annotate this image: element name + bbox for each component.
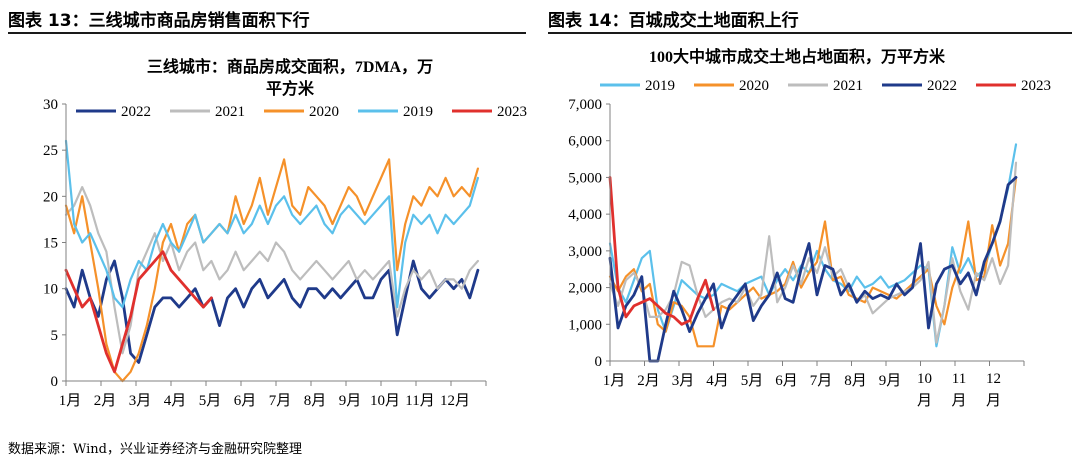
right-legend-label-2023: 2023 <box>1021 78 1051 94</box>
right-series-line-2022 <box>608 175 1018 363</box>
right-y-tick-label: 3,000 <box>568 244 602 260</box>
left-chart-title-line-2: 平方米 <box>266 79 315 98</box>
left-y-tick-label: 10 <box>43 282 58 298</box>
right-y-tick-label: 6,000 <box>568 134 602 150</box>
left-series-line-2023 <box>64 250 213 374</box>
right-x-tick-label-2: 2月 <box>637 373 660 389</box>
left-y-tick-label: 30 <box>43 97 58 113</box>
right-x-tick-label-4: 4月 <box>706 373 729 389</box>
left-series-line-2022 <box>64 259 480 364</box>
right-x-tick-label-3: 3月 <box>672 373 695 389</box>
right-y-tick-label: 4,000 <box>568 207 602 223</box>
left-x-tick-label-3: 3月 <box>129 393 152 409</box>
left-x-tick-label-1: 1月 <box>59 393 82 409</box>
left-y-tick-label: 0 <box>51 374 59 390</box>
left-title-rule <box>8 32 526 34</box>
left-legend-label-2021: 2021 <box>215 104 245 120</box>
right-x-tick-label-12: 12 月 <box>986 371 1001 409</box>
right-legend-label-2021: 2021 <box>833 78 863 94</box>
right-title-rule <box>548 32 1072 34</box>
left-x-tick-label-7: 7月 <box>269 393 292 409</box>
left-y-tick-label: 25 <box>43 143 58 159</box>
right-y-tick-label: 7,000 <box>568 97 602 113</box>
right-x-tick-label-9: 9月 <box>879 373 902 389</box>
right-x-tick-label-10: 10 月 <box>917 371 932 409</box>
right-chart: 100大中城市成交土地占地面积，万平方米 2019 2020 2021 2022 2023… <box>568 47 1051 409</box>
left-series-line-2019 <box>64 139 479 309</box>
left-chart-title-line-1: 三线城市：商品房成交面积，7DMA，万 <box>147 57 433 76</box>
left-x-tick-label-6: 6月 <box>234 393 257 409</box>
left-legend-label-2019: 2019 <box>403 104 433 120</box>
right-chart-title-line-1: 100大中城市成交土地占地面积，万平方米 <box>649 47 946 66</box>
left-legend-label-2020: 2020 <box>309 104 339 120</box>
left-x-tick-label-10: 10月 <box>370 393 400 409</box>
right-x-tick-label-7: 7月 <box>810 373 833 389</box>
right-x-tick-label-5: 5月 <box>741 373 764 389</box>
right-y-tick-label: 2,000 <box>568 281 602 297</box>
right-y-tick-label: 5,000 <box>568 170 602 186</box>
left-x-tick-label-12: 12月 <box>440 393 470 409</box>
right-legend-label-2022: 2022 <box>927 78 957 94</box>
right-x-tick-label-11: 11 月 <box>951 371 966 409</box>
right-y-tick-label: 1,000 <box>568 317 602 333</box>
left-y-tick-label: 15 <box>43 236 58 252</box>
left-series-line-2020 <box>64 158 479 383</box>
left-figure-title: 图表 13：三线城市商品房销售面积下行 <box>8 11 310 31</box>
left-y-tick-label: 20 <box>43 189 58 205</box>
right-x-tick-label-8: 8月 <box>844 373 867 389</box>
left-x-tick-label-2: 2月 <box>94 393 117 409</box>
left-y-tick-label: 5 <box>51 328 59 344</box>
right-x-tick-label-1: 1月 <box>603 373 626 389</box>
left-x-tick-label-11: 11月 <box>405 393 434 409</box>
right-legend-label-2020: 2020 <box>739 78 769 94</box>
left-x-tick-label-5: 5月 <box>199 393 222 409</box>
right-legend-label-2019: 2019 <box>645 78 675 94</box>
right-x-tick-label-6: 6月 <box>775 373 798 389</box>
right-figure-title: 图表 14：百城成交土地面积上行 <box>548 11 799 31</box>
left-x-tick-label-4: 4月 <box>164 393 187 409</box>
right-y-tick-label: 0 <box>595 354 603 370</box>
left-legend-label-2022: 2022 <box>121 104 151 120</box>
source-note: 数据来源：Wind，兴业证券经济与金融研究院整理 <box>8 442 302 457</box>
left-chart: 三线城市：商品房成交面积，7DMA，万平方米 2022 2021 2020 2019 20… <box>43 57 527 409</box>
right-series-line-2023 <box>608 175 715 326</box>
left-x-tick-label-8: 8月 <box>304 393 327 409</box>
left-legend-label-2023: 2023 <box>497 104 527 120</box>
left-x-tick-label-9: 9月 <box>339 393 362 409</box>
